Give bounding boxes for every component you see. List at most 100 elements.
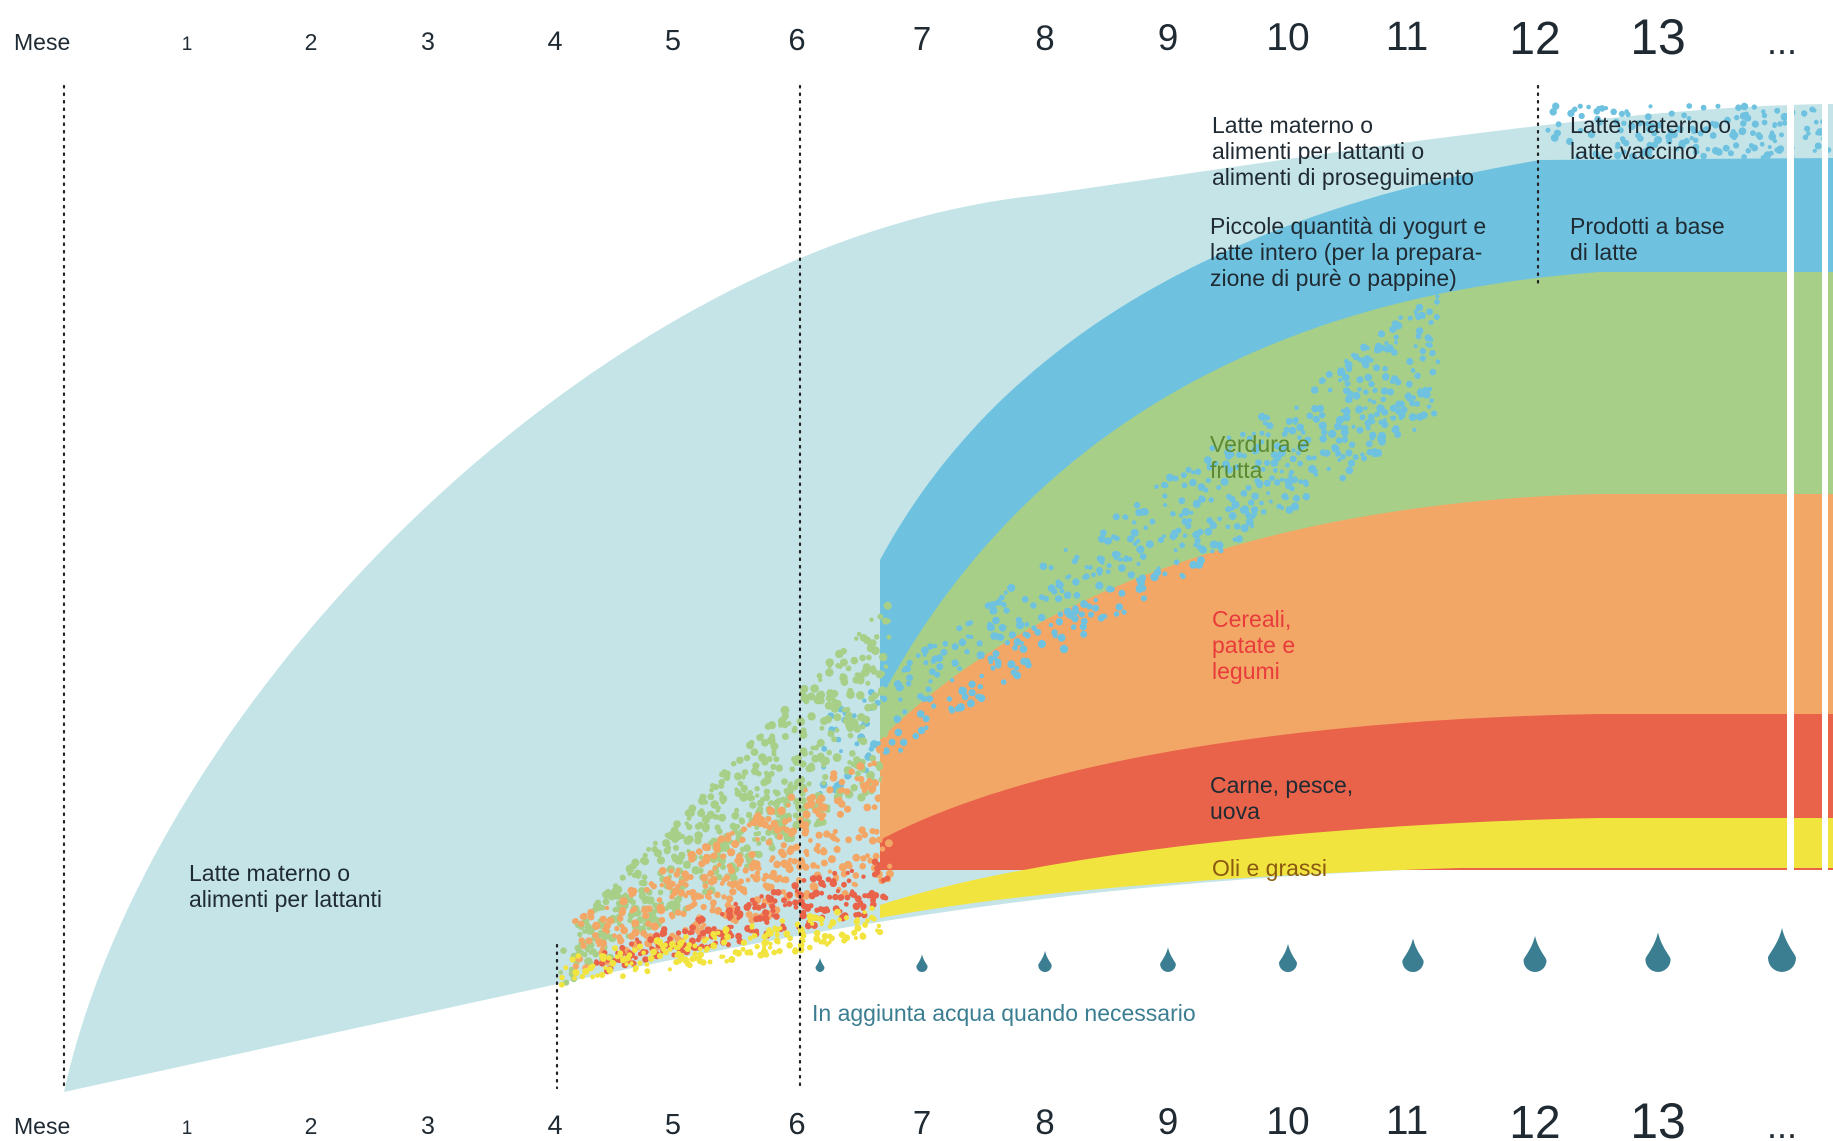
top-month-tick-3: 3 [421,28,435,56]
dot-dairy [905,680,912,687]
dot-dairy [1279,477,1284,482]
dot-dairy [1335,437,1343,444]
dot-vegetables [792,812,799,819]
dot-cereals [631,906,638,913]
dot-dairy [1426,308,1433,316]
dot-dairy [1170,529,1178,537]
dot-cereals [786,802,791,808]
dot-dairy-top [1801,110,1808,117]
dot-dairy [902,709,908,715]
dot-oils [765,930,770,936]
dot-dairy-top [1667,128,1674,135]
dot-dairy [1344,395,1353,404]
dot-vegetables [745,811,753,819]
dot-dairy-top [1777,121,1783,127]
dot-dairy [1225,524,1231,530]
dot-vegetables [879,652,888,662]
dot-dairy [1100,529,1107,537]
dot-dairy [1231,500,1240,509]
dot-cereals [681,870,689,879]
dot-oils [563,965,569,971]
bottom-month-tick-5: 5 [665,1109,681,1141]
dot-dairy [1206,464,1213,471]
dot-dairy [1130,528,1139,537]
dot-dairy [1360,452,1365,457]
dot-meat [704,926,712,934]
dot-dairy [1063,548,1068,552]
dot-vegetables [736,756,744,764]
dot-dairy-top [1738,130,1744,135]
dot-dairy [1240,524,1249,533]
dot-cereals [860,855,867,862]
dot-vegetables [821,780,827,786]
dot-cereals [580,942,587,950]
dot-oils [662,949,669,956]
dot-meat [699,929,707,937]
dot-dairy [1095,581,1104,590]
dot-dairy-top [1731,134,1737,141]
dot-cereals [773,860,781,869]
dot-dairy-top [1693,137,1699,143]
dot-vegetables [852,676,860,684]
dot-vegetables [870,668,878,675]
dot-dairy-top [1618,110,1625,117]
dot-dairy [1163,483,1169,488]
dot-cereals [782,863,788,869]
dot-cereals [704,854,711,861]
dot-dairy [996,633,1005,641]
dot-oils [575,953,582,959]
dot-cereals [781,825,787,831]
label-dairy-before-12-line-3: zione di purè o pappine) [1210,265,1457,291]
dot-cereals [803,848,809,855]
dot-vegetables [641,874,648,881]
dot-dairy [1400,406,1408,414]
dot-cereals [788,830,795,838]
dot-dairy [1156,566,1161,571]
dot-dairy [1137,578,1146,587]
dot-vegetables [859,654,866,662]
dot-dairy [1118,589,1126,597]
dot-oils [747,935,753,941]
dot-cereals [699,894,705,900]
dot-dairy-top [1619,136,1626,142]
dot-dairy [961,693,969,701]
dot-cereals [813,846,820,853]
dot-cereals [727,848,736,857]
dot-dairy-top [1768,150,1774,156]
dot-dairy-top [1681,112,1687,119]
dot-meat [697,934,702,939]
dot-vegetables [715,808,720,813]
label-water: In aggiunta acqua quando necessario [812,1000,1196,1026]
dot-dairy [917,726,926,735]
dot-cereals [871,779,880,787]
dot-dairy [925,695,934,703]
dot-dairy [1340,428,1349,437]
dot-cereals [887,863,893,869]
dot-vegetables [684,821,689,826]
bottom-month-tick-9: 9 [1158,1101,1179,1141]
dot-cereals [748,850,756,859]
dot-vegetables [651,846,658,853]
dot-dairy [1253,465,1258,470]
dot-dairy [1080,600,1089,609]
dot-cereals [641,906,649,914]
dot-meat [846,878,852,884]
dot-oils [744,949,751,956]
dot-vegetables [873,634,880,640]
label-dairy-after-12-line-2: di latte [1570,239,1638,265]
dot-cereals [643,886,650,893]
dot-oils [827,940,832,945]
dot-dairy [986,623,996,632]
dot-cereals [815,831,823,839]
dot-dairy [1181,507,1190,517]
dot-vegetables [764,794,770,800]
dot-dairy [1203,456,1212,464]
dot-meat [860,906,866,911]
dot-cereals [640,929,648,937]
dot-dairy [1228,511,1237,520]
dot-oils [632,965,639,971]
dot-oils [767,945,773,950]
dot-dairy-top [1769,130,1775,136]
dot-dairy [965,634,971,639]
dot-vegetables [720,864,727,871]
